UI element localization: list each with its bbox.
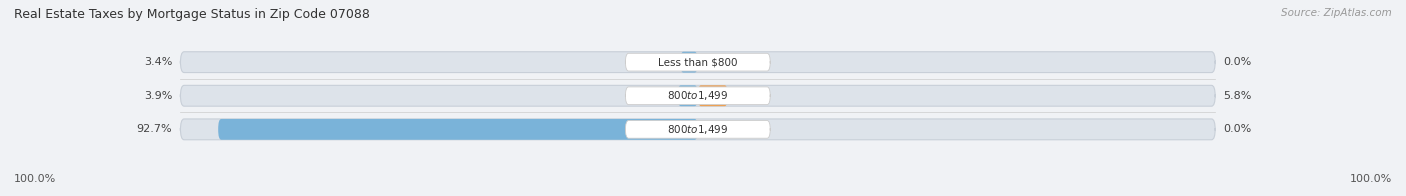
Text: 3.9%: 3.9%	[143, 91, 172, 101]
FancyBboxPatch shape	[626, 121, 770, 138]
FancyBboxPatch shape	[681, 52, 697, 73]
Text: 100.0%: 100.0%	[14, 174, 56, 184]
FancyBboxPatch shape	[180, 119, 1215, 140]
FancyBboxPatch shape	[218, 119, 697, 140]
Text: Less than $800: Less than $800	[658, 57, 738, 67]
FancyBboxPatch shape	[180, 52, 1215, 73]
Text: $800 to $1,499: $800 to $1,499	[668, 89, 728, 102]
Text: 3.4%: 3.4%	[143, 57, 172, 67]
Text: 92.7%: 92.7%	[136, 124, 172, 134]
FancyBboxPatch shape	[626, 87, 770, 105]
Text: 0.0%: 0.0%	[1223, 57, 1251, 67]
Text: 5.8%: 5.8%	[1223, 91, 1251, 101]
Text: 0.0%: 0.0%	[1223, 124, 1251, 134]
Text: Source: ZipAtlas.com: Source: ZipAtlas.com	[1281, 8, 1392, 18]
Text: Real Estate Taxes by Mortgage Status in Zip Code 07088: Real Estate Taxes by Mortgage Status in …	[14, 8, 370, 21]
FancyBboxPatch shape	[678, 85, 697, 106]
Text: $800 to $1,499: $800 to $1,499	[668, 123, 728, 136]
FancyBboxPatch shape	[697, 85, 728, 106]
Text: 100.0%: 100.0%	[1350, 174, 1392, 184]
FancyBboxPatch shape	[626, 53, 770, 71]
FancyBboxPatch shape	[180, 85, 1215, 106]
